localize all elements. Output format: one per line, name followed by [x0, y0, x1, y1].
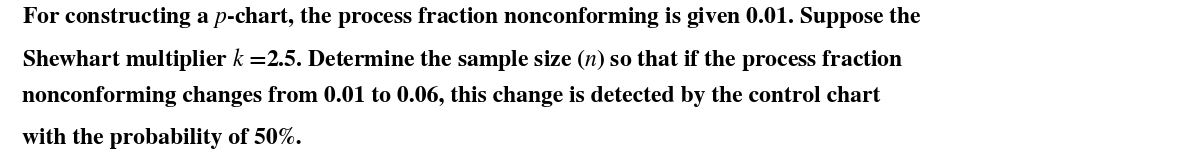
Text: nonconforming changes from 0.01 to 0.06, this change is detected by the control : nonconforming changes from 0.01 to 0.06,…: [22, 86, 880, 107]
Text: For constructing a $p$-chart, the process fraction nonconforming is given 0.01. : For constructing a $p$-chart, the proces…: [22, 5, 922, 30]
Text: with the probability of 50%.: with the probability of 50%.: [22, 127, 301, 149]
Text: Shewhart multiplier $k$ =2.5. Determine the sample size ($n$) so that if the pro: Shewhart multiplier $k$ =2.5. Determine …: [22, 46, 904, 73]
